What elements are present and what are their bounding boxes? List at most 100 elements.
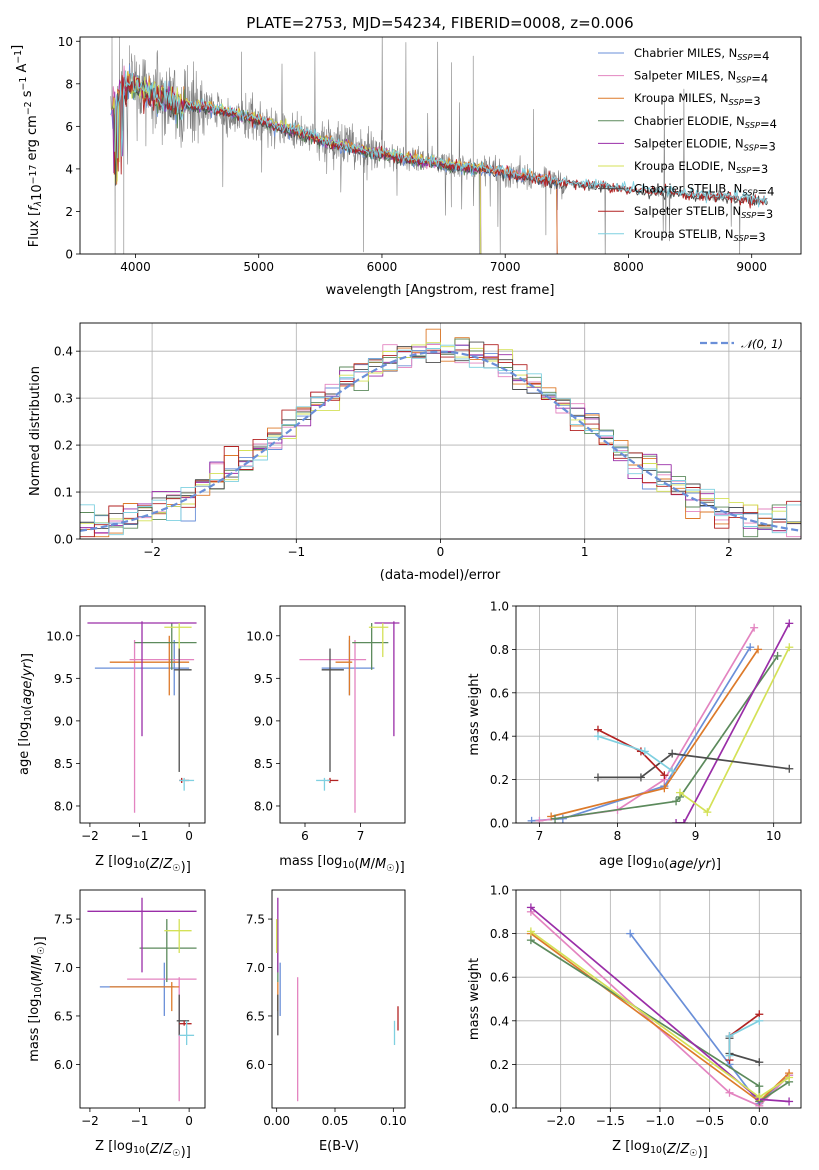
x-axis-label-part: / (371, 857, 376, 872)
y-tick-label: 8.5 (254, 757, 273, 771)
y-tick-label: 6.5 (246, 1009, 265, 1023)
weight-series-6 (725, 1034, 764, 1067)
error-point-5 (164, 919, 192, 953)
chart-title: PLATE=2753, MJD=54234, FIBERID=0008, z=0… (246, 14, 633, 32)
y-axis-ticks: 8.0 8.5 9.0 9.5 10.0 (246, 629, 280, 813)
x-axis-label-part: )] (711, 857, 721, 872)
weight-line (530, 911, 790, 1107)
x-axis-label: Z [log10(Z/Z☉)] (612, 1139, 708, 1160)
x-axis-label-part: Z (149, 857, 160, 872)
x-axis-label-part: ( (145, 1142, 150, 1157)
weight-series-5 (675, 643, 794, 817)
model-line-7 (113, 74, 768, 209)
weight-series-7 (593, 725, 669, 780)
x-tick-label: −2.0 (546, 1114, 575, 1128)
legend-label-part: =4 (752, 49, 769, 63)
x-axis-label-part: 10 (650, 1145, 662, 1156)
x-axis-label-part: age (669, 857, 693, 872)
x-axis-label-part: mass [log (279, 854, 342, 869)
y-axis-label-group: mass [log10(M/M☉)] (27, 936, 48, 1062)
histogram-step-7 (80, 344, 801, 538)
y-axis-label-part: ( (20, 705, 35, 710)
legend-label-part: =3 (756, 207, 773, 221)
weight-series-8 (725, 1016, 764, 1060)
y-axis-label-part: / (20, 676, 35, 681)
plot-area (526, 903, 794, 1108)
legend-label-part: Salpeter STELIB, N (634, 204, 741, 218)
x-axis-ticks: −2 −1 0 (81, 823, 193, 843)
x-axis-ticks: 0.00 0.05 0.10 (263, 1108, 407, 1128)
legend-label-part: =4 (760, 117, 777, 131)
legend-label-part: Chabrier ELODIE, N (634, 114, 745, 128)
y-tick-label: 0.2 (490, 773, 509, 787)
y-axis-label: mass [log10(M/M☉)] (27, 936, 48, 1062)
legend-label-part: SSP (734, 233, 749, 243)
error-point-3 (139, 919, 197, 983)
y-tick-label: 0.2 (54, 439, 73, 453)
y-tick-label: 0.6 (490, 971, 509, 985)
y-axis-label-part: λ (33, 201, 44, 208)
weight-line (676, 623, 791, 823)
x-axis-label-part: )] (395, 860, 405, 875)
y-tick-label: 0.0 (490, 817, 509, 831)
y-axis-label-part: M (30, 955, 45, 966)
y-tick-label: 0.1 (54, 486, 73, 500)
y-tick-label: 6.5 (54, 1009, 73, 1023)
y-axis-label-part: ] (10, 45, 25, 50)
x-axis-label-part: / (159, 1142, 164, 1157)
histogram-step-8 (80, 344, 801, 536)
x-tick-label: −2 (81, 1114, 99, 1128)
error-point-1 (299, 640, 367, 813)
x-tick-label: 0.05 (322, 1114, 349, 1128)
x-axis-label-part: ☉ (386, 863, 394, 874)
x-tick-label: 6000 (367, 260, 398, 274)
y-axis-label-part: 10 (33, 987, 44, 999)
y-tick-label: 0.2 (490, 1058, 509, 1072)
legend-label-part: =3 (744, 94, 761, 108)
x-axis-ticks: −2 −1 0 1 2 (143, 539, 733, 559)
y-tick-label: 9.0 (254, 714, 273, 728)
plot-residuals: −2 −1 0 1 2 0.0 0.1 0.2 0.3 0.4 (54, 322, 802, 559)
axes-frame (271, 889, 406, 1109)
legend-label: Salpeter ELODIE, NSSP=3 (634, 136, 776, 153)
x-tick-label: 4000 (120, 260, 151, 274)
y-tick-label: 8 (65, 77, 73, 91)
x-axis-label-part: )] (181, 860, 191, 875)
x-tick-label: 9 (692, 829, 700, 843)
x-axis-label: age [log10(age/yr)] (599, 854, 721, 872)
y-tick-label: 7.0 (246, 961, 265, 975)
y-tick-label: 0.8 (490, 927, 509, 941)
plot-area (87, 897, 197, 1102)
y-tick-label: 0.6 (490, 686, 509, 700)
weight-series-5 (526, 927, 794, 1102)
x-axis-label-part: E(B-V) (319, 1139, 359, 1154)
y-axis-ticks: 0 2 4 6 8 10 (58, 35, 80, 262)
y-tick-label: 0.4 (490, 1014, 509, 1028)
x-axis-ticks: 4000 5000 6000 7000 8000 9000 (120, 254, 767, 274)
weight-series-8 (593, 732, 677, 775)
weight-series-3 (551, 651, 782, 823)
legend-label-part: SSP (736, 165, 751, 175)
legend-label-part: =3 (759, 139, 776, 153)
y-tick-label: 8.5 (54, 757, 73, 771)
legend-label-part: SSP (737, 52, 752, 62)
y-axis-label-part: −17 (28, 165, 39, 185)
legend-label-part: =3 (749, 230, 766, 244)
legend-label-part: =4 (757, 185, 774, 199)
y-axis-label-part: mass [log (27, 999, 42, 1062)
weight-series-2 (547, 645, 763, 821)
axes-frame (515, 605, 802, 824)
weight-line (728, 1038, 760, 1064)
weight-line (597, 735, 673, 772)
error-point-4 (87, 897, 197, 973)
y-tick-label: 8.0 (54, 799, 73, 813)
y-tick-label: 7.5 (246, 913, 265, 927)
x-axis-label-part: Z [log (95, 854, 133, 869)
legend-label: Chabrier ELODIE, NSSP=4 (634, 114, 777, 131)
x-tick-label: 7 (536, 829, 544, 843)
legend-label: Salpeter MILES, NSSP=4 (634, 69, 768, 86)
y-tick-label: 1.0 (490, 884, 509, 898)
x-axis-label-part: / (159, 857, 164, 872)
error-point-5 (164, 623, 192, 658)
